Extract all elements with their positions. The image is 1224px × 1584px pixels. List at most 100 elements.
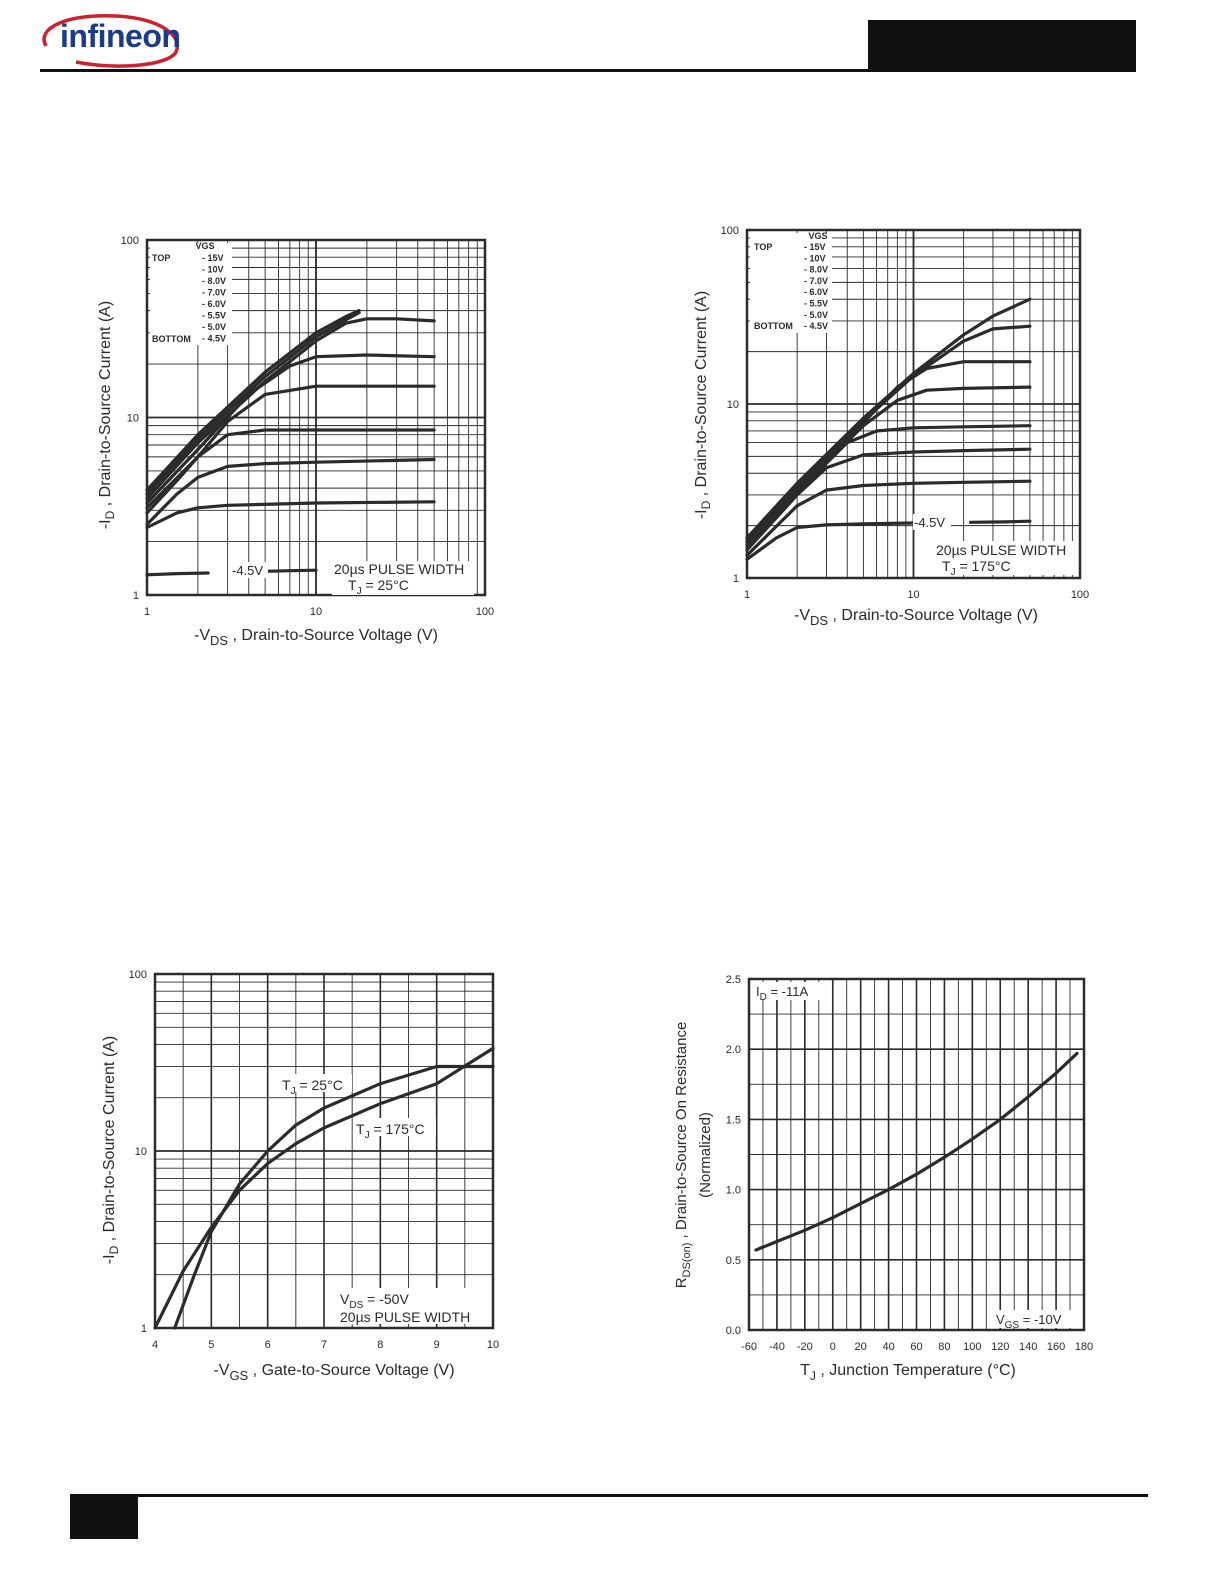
y-tick-label: 2.0 <box>726 1044 741 1056</box>
legend-entry: - 5.5V <box>804 299 828 309</box>
x-tick-label: 7 <box>321 1339 327 1351</box>
series-line-9 <box>145 571 210 577</box>
x-tick-label: 80 <box>938 1341 950 1353</box>
pulse-width-note: 20µs PULSE WIDTH <box>334 561 464 577</box>
series-line-6 <box>145 428 436 515</box>
x-tick-label: 180 <box>1075 1341 1093 1353</box>
x-tick-label: 5 <box>208 1339 214 1351</box>
chart-annotations: ID = -11A VGS = -10V <box>753 982 1082 1331</box>
series-line-5 <box>745 424 1032 549</box>
y-tick-label: 0.0 <box>726 1325 741 1337</box>
y-tick-label: 1 <box>733 573 739 585</box>
legend-top: TOP <box>754 242 772 252</box>
series-line-7 <box>745 479 1032 557</box>
legend-entry: - 8.0V <box>202 276 226 286</box>
plot-frame <box>153 972 495 1330</box>
tj-25c-label: TJ = 25°C <box>282 1077 343 1097</box>
series-line-1 <box>145 309 361 492</box>
legend-entry: - 8.0V <box>804 265 828 275</box>
output-characteristics-175c-chart: 1 10 100 1 10 100 -ID , Drain-to-Source Curre… <box>680 215 1100 655</box>
header-block <box>868 20 1136 72</box>
chart-annotations: TJ = 25°C TJ = 175°C VDS = -50V 20µs PUL… <box>280 1074 488 1325</box>
chart-annotations: -4.5V 20µs PULSE WIDTH TJ = 175°C <box>913 514 1076 578</box>
legend-entry: - 10V <box>804 253 826 263</box>
series-line-6 <box>745 447 1032 552</box>
plot-frame <box>745 228 1082 580</box>
series-line-1 <box>754 1051 1079 1252</box>
legend-entry: - 10V <box>202 265 224 275</box>
vgs-note: VGS = -10V <box>996 1312 1062 1331</box>
y-tick-label: 10 <box>727 399 739 411</box>
y-tick-label: 10 <box>135 1146 147 1158</box>
x-tick-label: 100 <box>963 1341 981 1353</box>
y-axis-label: -ID , Drain-to-Source Current (A) <box>101 1036 121 1264</box>
legend-bottom: BOTTOM <box>152 334 191 344</box>
series-line-1 <box>173 1064 495 1330</box>
x-tick-label: -40 <box>769 1341 785 1353</box>
y-tick-label: 10 <box>127 413 139 425</box>
y-tick-label: 0.5 <box>726 1255 741 1267</box>
legend-entry: - 6.0V <box>202 299 226 309</box>
y-tick-label: 1 <box>133 590 139 602</box>
x-tick-label: 120 <box>991 1341 1009 1353</box>
legend-entry: - 15V <box>804 242 826 252</box>
page-header: infineon <box>0 0 1224 80</box>
logo-swoosh-icon <box>42 14 180 68</box>
legend-header: VGS <box>195 241 214 251</box>
legend-entry: - 7.0V <box>202 288 226 298</box>
legend-entry: - 5.0V <box>202 322 226 332</box>
series-line-4 <box>745 385 1032 547</box>
legend-bottom: BOTTOM <box>754 321 793 331</box>
plot-frame <box>747 977 1086 1332</box>
x-tick-label: 40 <box>882 1341 894 1353</box>
vgs-legend: VGS TOP BOTTOM - 15V - 10V - 8.0V - 7.0V… <box>750 231 832 333</box>
x-tick-label: 160 <box>1047 1341 1065 1353</box>
y-axis-label-normalized: (Normalized) <box>697 1112 714 1198</box>
x-tick-label: 1 <box>144 606 150 618</box>
plot-frame <box>145 238 487 597</box>
x-tick-label: 10 <box>487 1339 499 1351</box>
x-tick-label: 140 <box>1019 1341 1037 1353</box>
series-line-3 <box>145 317 436 500</box>
series-line-3 <box>745 360 1032 545</box>
legend-entry: - 15V <box>202 253 224 263</box>
transfer-characteristics-chart: 4 5 6 7 8 9 10 1 10 100 -ID , Drain-to-Source Cur… <box>90 960 510 1400</box>
id-note: ID = -11A <box>756 984 808 1003</box>
logo-wordmark: infineon <box>60 18 181 54</box>
legend-entry: - 5.0V <box>804 310 828 320</box>
y-axis-label: -ID , Drain-to-Source Current (A) <box>693 291 713 519</box>
footer-rule <box>70 1494 1148 1497</box>
series-line-2 <box>745 324 1032 542</box>
y-tick-label: 2.5 <box>726 974 741 986</box>
y-tick-label: 1 <box>141 1323 147 1335</box>
y-tick-label: 1.5 <box>726 1114 741 1126</box>
x-tick-label: -60 <box>741 1341 757 1353</box>
y-tick-label: 100 <box>721 225 739 237</box>
y-tick-label: 1.0 <box>726 1185 741 1197</box>
output-characteristics-25c-chart: 1 10 100 1 10 100 -ID , Drain-to-Source Curre… <box>80 225 500 665</box>
junction-temp-note: TJ = 25°C <box>348 577 409 597</box>
rds-on-vs-temperature-chart: -60 -40 -20 0 20 40 60 80 100 120 140 160 180 0.0 0.5 1… <box>670 965 1110 1405</box>
y-tick-label: 100 <box>121 235 139 247</box>
series-line-8 <box>145 500 436 530</box>
pulse-width-note: 20µs PULSE WIDTH <box>936 542 1066 558</box>
series-line-4 <box>145 353 436 505</box>
legend-header: VGS <box>808 231 827 241</box>
x-tick-label: 10 <box>907 589 919 601</box>
vgs-legend: VGS TOP BOTTOM - 15V - 10V - 8.0V - 7.0V… <box>150 241 232 345</box>
x-axis-label: TJ , Junction Temperature (°C) <box>800 1362 1016 1383</box>
series-line-9 <box>968 519 1032 524</box>
y-axis-label: -ID , Drain-to-Source Current (A) <box>97 301 117 529</box>
x-tick-label: 4 <box>152 1339 158 1351</box>
series-line-2 <box>145 311 361 496</box>
x-axis-label: -VGS , Gate-to-Source Voltage (V) <box>213 1362 454 1383</box>
curve-label-4-5v: -4.5V <box>232 563 263 578</box>
tj-175c-label: TJ = 175°C <box>356 1121 425 1141</box>
x-tick-label: 8 <box>377 1339 383 1351</box>
series-line-7 <box>145 457 436 526</box>
x-axis-label: -VDS , Drain-to-Source Voltage (V) <box>194 627 438 648</box>
pulse-width-note: 20µs PULSE WIDTH <box>340 1309 470 1325</box>
series-line-2 <box>153 1046 495 1330</box>
x-tick-label: 100 <box>1071 589 1089 601</box>
vds-note: VDS = -50V <box>340 1291 409 1311</box>
